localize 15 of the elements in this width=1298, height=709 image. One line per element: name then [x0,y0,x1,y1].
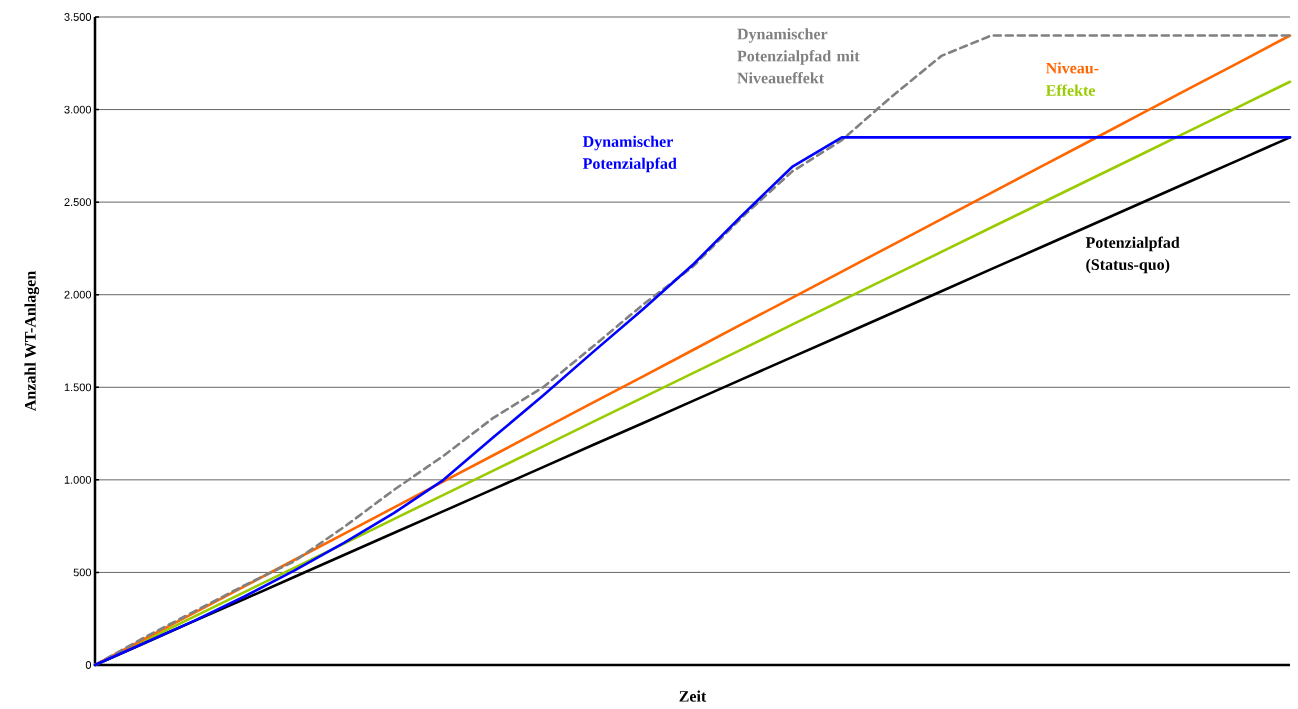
y-tick-label: 0 [85,661,92,669]
y-tick-label: 500 [73,568,92,577]
text: Effekte [1045,84,1096,96]
y-tick-label: 3.500 [64,13,92,21]
x-axis-title: Zeit [679,690,707,702]
y-axis-title: Anzahl WT-Anlagen [24,271,40,412]
y-tick-label: 2.500 [64,198,92,207]
text: Dynamischer Potenzialpfad [582,135,677,173]
text: Niveau- [1046,62,1099,74]
y-tick-label: 3.000 [64,105,92,114]
series-label: Dynamischer Potenzialpfad mit Niveaueffekt [737,28,860,84]
y-tick-label: 1.500 [64,383,92,392]
y-tick-label: 1.000 [64,475,92,484]
y-tick-label: 2.000 [64,290,92,299]
series-label: Potenzialpfad (Status-quo) [1085,236,1180,274]
